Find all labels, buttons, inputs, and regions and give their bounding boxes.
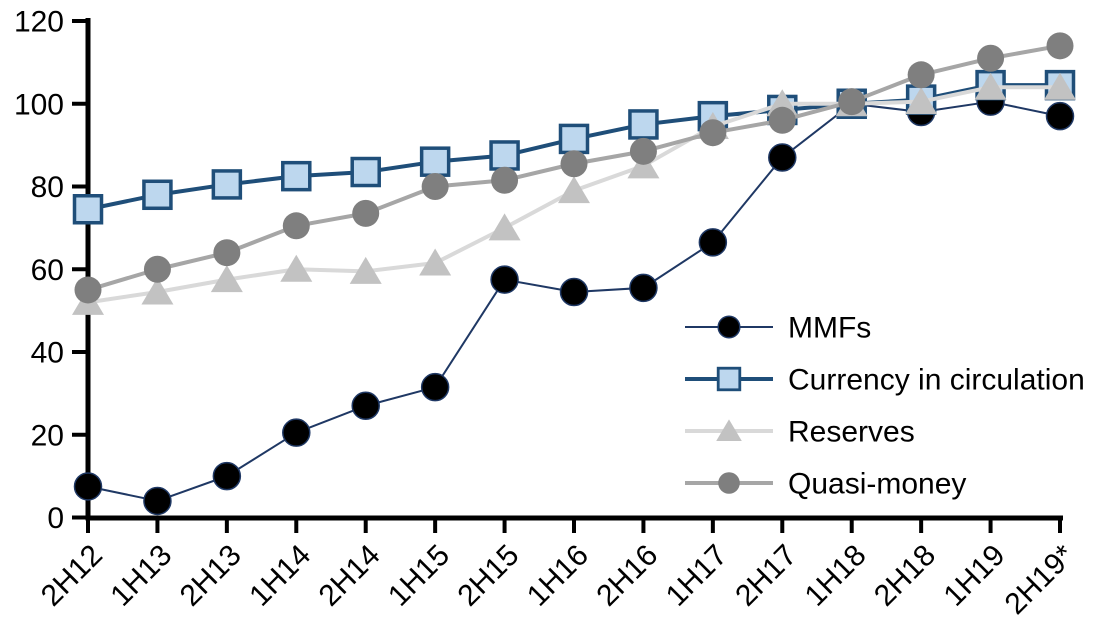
legend-label-reserves: Reserves xyxy=(788,416,915,449)
marker-square-currency-in-circulation xyxy=(489,140,520,171)
legend-label-quasi-money: Quasi-money xyxy=(788,468,966,501)
y-tick-label: 40 xyxy=(31,337,64,370)
x-tick-label: 2H17 xyxy=(729,539,803,613)
marker-circle-mmfs xyxy=(351,391,380,421)
marker-circle-quasi-money xyxy=(352,199,380,227)
x-tick-label: 1H19 xyxy=(937,539,1011,613)
marker-square-legend-currency-in-circulation xyxy=(716,366,742,392)
marker-triangle-legend-reserves xyxy=(716,419,742,441)
marker-circle-legend-quasi-money xyxy=(718,472,740,494)
x-tick-label: 1H14 xyxy=(243,539,317,613)
legend-item-reserves: Reserves xyxy=(685,416,915,449)
y-tick-label: 0 xyxy=(47,502,64,535)
marker-triangle-reserves xyxy=(558,176,590,204)
marker-circle-quasi-money xyxy=(143,255,171,283)
marker-circle-quasi-money xyxy=(560,150,588,178)
marker-square-currency-in-circulation xyxy=(419,146,451,177)
x-tick-label: 2H16 xyxy=(590,539,664,613)
y-tick-label: 120 xyxy=(14,6,64,39)
marker-square-currency-in-circulation xyxy=(72,194,104,225)
marker-square-currency-in-circulation xyxy=(350,156,381,188)
marker-triangle-reserves xyxy=(141,277,174,305)
marker-circle-mmfs xyxy=(559,277,589,307)
marker-square-currency-in-circulation xyxy=(211,169,243,200)
marker-triangle-reserves xyxy=(280,254,313,282)
marker-circle-mmfs xyxy=(490,265,519,294)
marker-circle-quasi-money xyxy=(1046,32,1074,60)
x-tick-label: 2H18 xyxy=(868,539,942,613)
y-tick-label: 100 xyxy=(14,88,64,121)
marker-circle-quasi-money xyxy=(768,106,796,134)
x-tick-label: 1H16 xyxy=(521,539,595,613)
marker-triangle-reserves xyxy=(419,248,452,276)
marker-circle-quasi-money xyxy=(282,212,310,240)
marker-circle-quasi-money xyxy=(907,61,935,89)
marker-square-currency-in-circulation xyxy=(142,179,173,211)
x-tick-label: 1H18 xyxy=(799,539,873,613)
legend-item-mmfs: MMFs xyxy=(685,312,871,345)
marker-circle-mmfs xyxy=(768,143,797,172)
marker-circle-quasi-money xyxy=(421,173,449,200)
x-tick-label: 2H12 xyxy=(35,539,109,613)
marker-circle-mmfs xyxy=(420,372,450,402)
marker-circle-mmfs xyxy=(73,472,103,501)
y-tick-label: 80 xyxy=(31,171,64,204)
x-tick-label: 1H17 xyxy=(660,539,734,613)
marker-triangle-reserves xyxy=(488,213,521,241)
marker-circle-quasi-money xyxy=(838,88,866,116)
marker-circle-mmfs xyxy=(629,273,658,303)
marker-circle-quasi-money xyxy=(213,239,241,267)
y-tick-label: 60 xyxy=(31,254,64,287)
marker-circle-mmfs xyxy=(282,418,311,447)
marker-triangle-reserves xyxy=(905,87,938,115)
marker-square-currency-in-circulation xyxy=(628,109,659,140)
legend-item-currency-in-circulation: Currency in circulation xyxy=(685,364,1085,397)
x-tick-label: 1H15 xyxy=(382,539,456,613)
x-tick-label: 2H15 xyxy=(451,539,525,613)
x-tick-label: 1H13 xyxy=(104,539,178,613)
x-tick-label: 2H13 xyxy=(174,539,248,613)
marker-triangle-reserves xyxy=(349,256,382,284)
legend: MMFs Currency in circulation Reserves Quasi… xyxy=(685,312,1085,501)
x-tick-label: 2H14 xyxy=(313,539,387,613)
marker-circle-quasi-money xyxy=(977,44,1005,72)
marker-circle-quasi-money xyxy=(629,137,657,165)
marker-circle-mmfs xyxy=(212,461,242,491)
marker-circle-legend-mmfs xyxy=(717,315,741,339)
marker-square-currency-in-circulation xyxy=(281,160,312,192)
marker-triangle-reserves xyxy=(210,265,243,293)
marker-circle-quasi-money xyxy=(699,119,727,147)
marker-circle-quasi-money xyxy=(74,276,102,304)
legend-label-mmfs: MMFs xyxy=(788,312,871,345)
marker-circle-mmfs xyxy=(1045,101,1075,131)
legend-label-currency-in-circulation: Currency in circulation xyxy=(788,364,1085,397)
marker-square-currency-in-circulation xyxy=(558,123,590,155)
legend-item-quasi-money: Quasi-money xyxy=(685,468,966,501)
marker-triangle-reserves xyxy=(974,72,1007,100)
marker-circle-mmfs xyxy=(698,228,728,257)
marker-triangle-reserves xyxy=(1044,72,1076,100)
marker-circle-quasi-money xyxy=(491,166,519,194)
x-tick-label: 2H19* xyxy=(999,538,1082,621)
y-tick-label: 20 xyxy=(31,419,64,452)
series-quasi-money xyxy=(74,32,1074,304)
marker-circle-mmfs xyxy=(143,486,172,516)
